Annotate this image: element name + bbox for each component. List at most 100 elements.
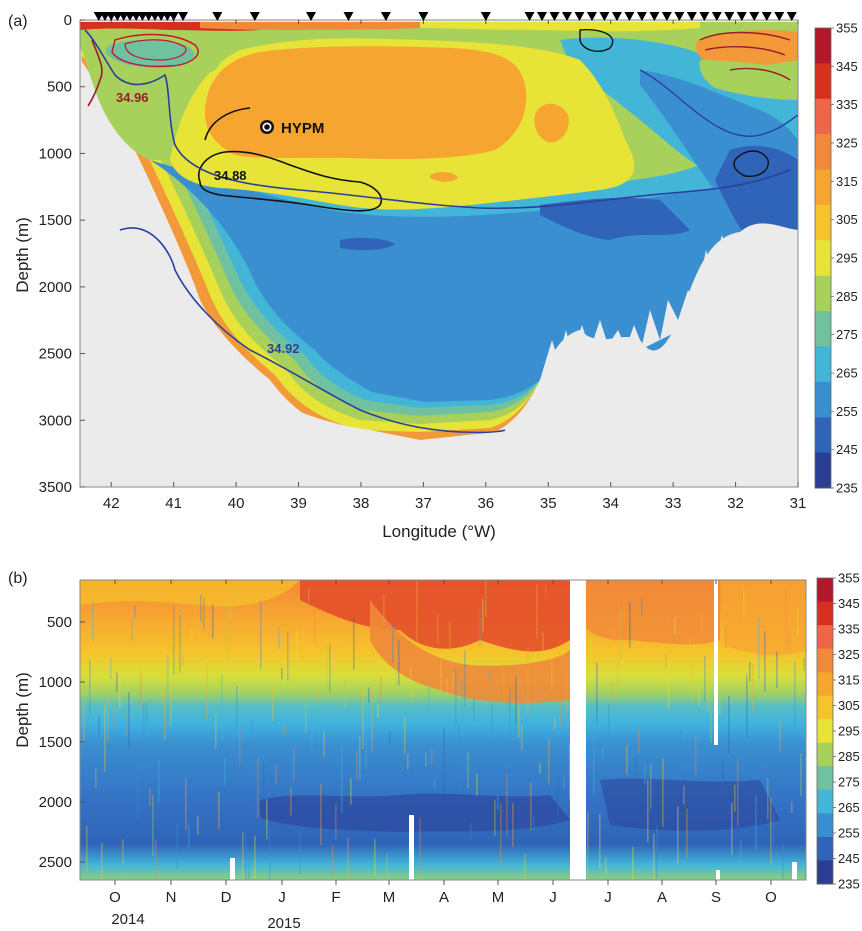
texture-stripe [509,687,511,745]
texture-stripe [233,588,235,635]
bathymetry [80,40,798,487]
texture-stripe [83,704,85,745]
station-marker [178,12,189,21]
colorbar-swatch [817,836,833,861]
colorbar-swatch [817,860,833,885]
texture-stripe [743,586,745,618]
texture-stripe [353,616,355,670]
colorbar-swatch [815,204,831,241]
texture-stripe [428,683,430,712]
texture-stripe [587,812,589,880]
colorbar-swatch [817,695,833,720]
texture-stripe [374,838,376,876]
texture-stripe [668,658,670,708]
texture-stripe [335,804,337,840]
texture-stripe [263,762,265,797]
texture-stripe [644,763,646,786]
panel-a-x-tick-label: 33 [665,495,682,512]
warm-late [580,580,720,645]
texture-stripe [224,758,226,786]
texture-stripe [143,702,145,764]
colorbar-tick-label: 315 [838,673,860,688]
colorbar-swatch [815,134,831,171]
panel-a-frame [79,19,799,488]
colorbar-swatch [815,311,831,347]
texture-stripe [620,609,622,661]
texture-stripe [464,650,466,708]
texture-stripe [170,680,172,726]
texture-stripe [140,670,142,708]
texture-stripe [182,654,184,666]
texture-stripe [659,854,661,865]
texture-stripe [437,614,439,644]
panel-a-x-tick-label: 31 [790,495,807,512]
texture-stripe [218,791,220,829]
texture-stripe [86,826,88,872]
hypm-marker [260,120,274,134]
colorbar-tick-label: 295 [838,724,860,739]
texture-stripe [341,744,343,813]
texture-stripe [446,678,448,694]
texture-stripe [407,753,409,770]
station-marker [561,12,572,21]
colorbar-swatch [817,789,833,814]
texture-stripe [323,730,325,758]
surface-green-east [699,60,798,100]
texture-stripe [125,711,127,736]
panel-a: 42 41 40 39 38 37 36 35 34 33 32 31 0 500 1000 1500 2000… [8,12,858,541]
station-marker [711,12,722,21]
colorbar-tick-label: 275 [836,327,858,342]
panel-b-x-tick-label: J [604,889,612,906]
colorbar-tick-label: 265 [836,366,858,381]
colorbar-swatch [817,766,833,791]
panel-b: O N D J F M A M J J A S O 500 1000 1500 2000 2500 (b) Dep… [8,570,860,931]
texture-stripe [305,692,307,734]
station-marker [343,12,354,21]
station-marker [574,12,585,21]
texture-stripe [710,693,712,743]
texture-stripe [506,773,508,836]
station-marker [624,12,635,21]
warm-early [80,580,300,607]
colorbar-tick-label: 285 [838,749,860,764]
texture-stripe [785,589,787,650]
texture-stripe [383,594,385,626]
texture-stripe [311,707,313,751]
panel-a-y-tick-label: 500 [47,79,72,96]
texture-stripe [461,680,463,735]
texture-stripe [650,764,652,809]
texture-stripe [629,601,631,649]
colorbar-tick-label: 335 [838,622,860,637]
colorbar-swatch [815,275,831,312]
texture-stripe [158,759,160,803]
gap-5 [792,862,797,880]
station-marker [749,12,760,21]
colorbar-swatch [815,346,831,383]
texture-stripe [512,802,514,848]
texture-stripe [173,605,175,675]
gap-3 [409,815,414,880]
contour-34-96-west-ring [111,33,199,68]
texture-stripe [110,658,112,679]
contour-34-96 [87,39,103,107]
texture-stripe [722,759,724,796]
texture-stripe [227,601,229,665]
texture-stripe [776,651,778,688]
panel-a-station-markers [93,12,797,21]
texture-stripe [401,717,403,734]
panel-a-x-tick-label: 35 [540,495,557,512]
contour-34-88 [198,107,382,212]
texture-stripe [797,606,799,636]
texture-stripe [287,631,289,681]
station-marker [774,12,785,21]
station-marker [724,12,735,21]
panel-b-x-tick-label: A [657,889,667,906]
contour-label-34-96: 34.96 [116,90,149,105]
panel-a-y-tick-label: 1000 [39,145,72,162]
panel-a-ylabel: Depth (m) [13,217,32,293]
texture-stripe [284,724,286,737]
texture-stripe [767,777,769,820]
bathymetry-ridges [540,232,740,400]
year-label-2015: 2015 [267,915,300,931]
texture-stripe [488,669,490,682]
